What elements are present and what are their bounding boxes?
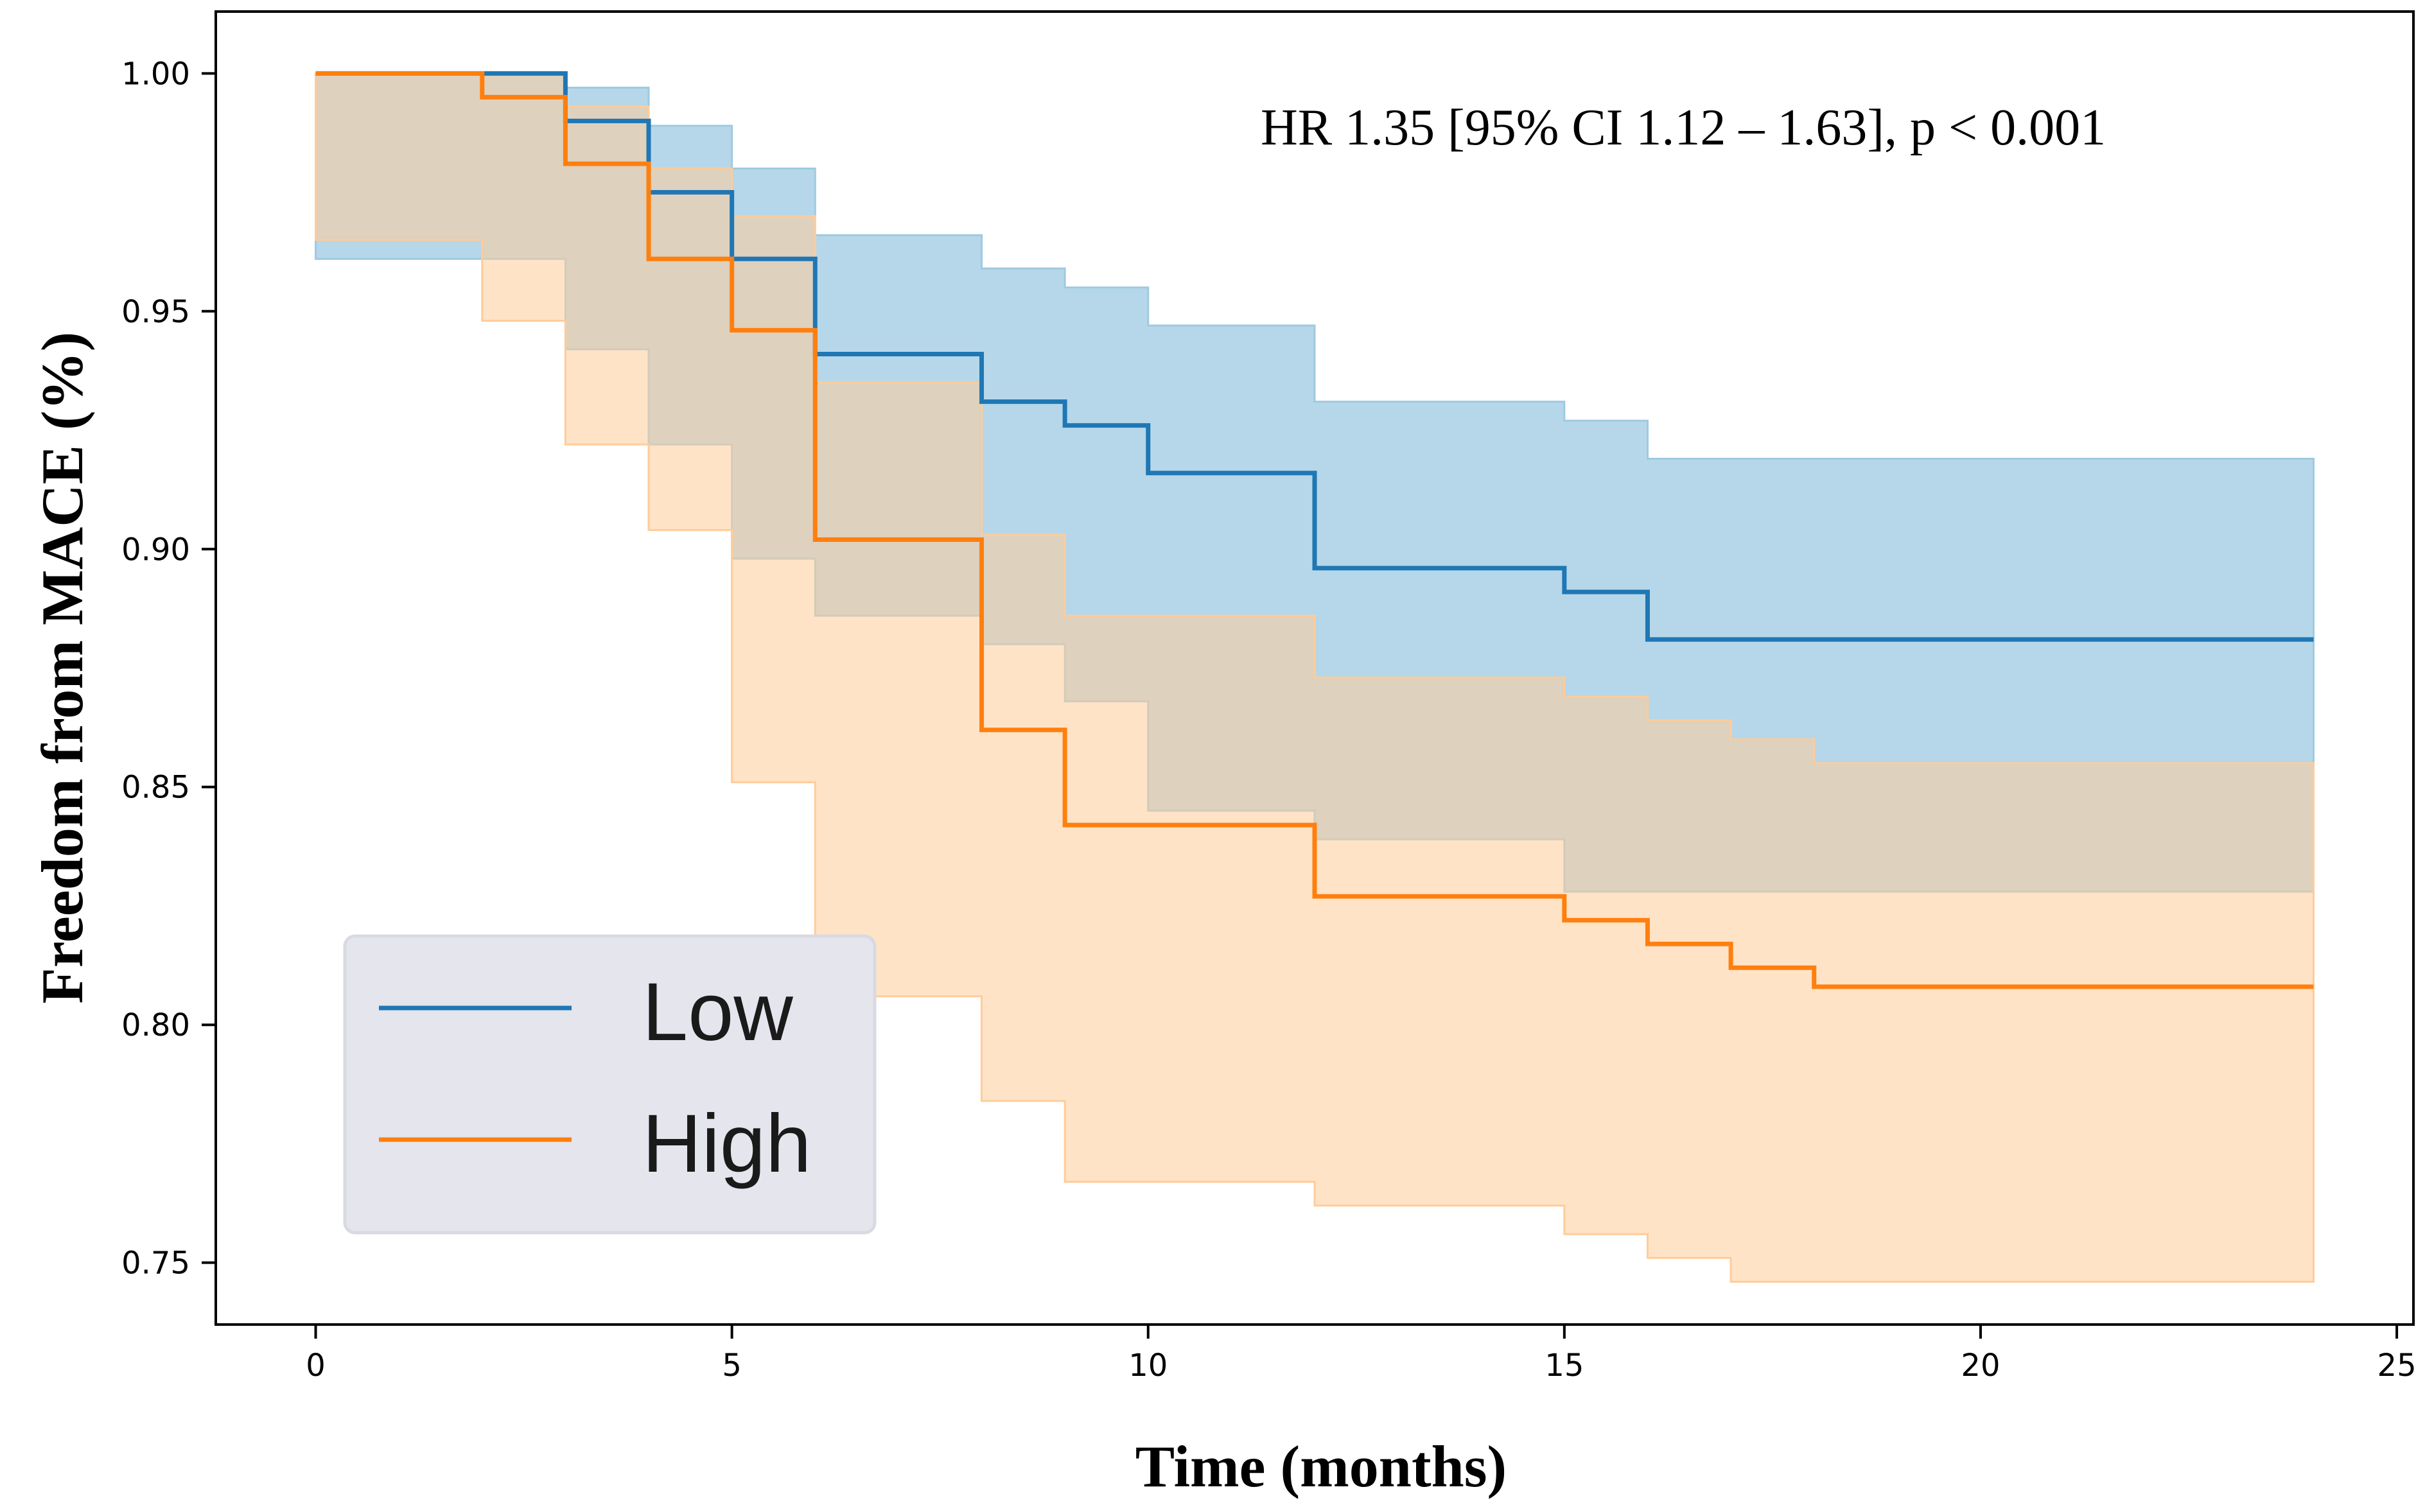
- x-tick-label: 20: [1961, 1348, 2000, 1384]
- survival-line-high: [315, 71, 2314, 989]
- y-tick-label: 0.85: [121, 770, 190, 806]
- y-tick-label: 0.80: [121, 1007, 190, 1043]
- y-tick-label: 0.90: [121, 532, 190, 568]
- x-tick-label: 5: [722, 1348, 742, 1384]
- x-axis-title: Time (months): [1135, 1434, 1507, 1499]
- y-tick-label: 1.00: [121, 56, 190, 92]
- x-tick-label: 25: [2377, 1348, 2417, 1384]
- x-axis-ticks: 0 5 10 15 20 25: [306, 1325, 2417, 1384]
- y-tick-label: 0.95: [121, 294, 190, 330]
- legend-label-low: Low: [642, 966, 793, 1058]
- y-axis-ticks: 0.75 0.80 0.85 0.90 0.95 1.00: [121, 56, 216, 1282]
- legend-label-high: High: [642, 1098, 811, 1190]
- plot-frame: [215, 10, 2415, 1326]
- x-tick-label: 0: [306, 1348, 326, 1384]
- x-tick-label: 15: [1545, 1348, 1584, 1384]
- y-tick-label: 0.75: [121, 1246, 190, 1282]
- x-tick-label: 10: [1128, 1348, 1168, 1384]
- y-axis-title: Freedom from MACE (%): [30, 332, 95, 1004]
- survival-line-low: [315, 71, 2314, 642]
- legend: Low High: [343, 934, 877, 1235]
- hazard-ratio-annotation: HR 1.35 [95% CI 1.12 – 1.63], p < 0.001: [1261, 100, 2106, 156]
- survival-lines: [315, 71, 2314, 989]
